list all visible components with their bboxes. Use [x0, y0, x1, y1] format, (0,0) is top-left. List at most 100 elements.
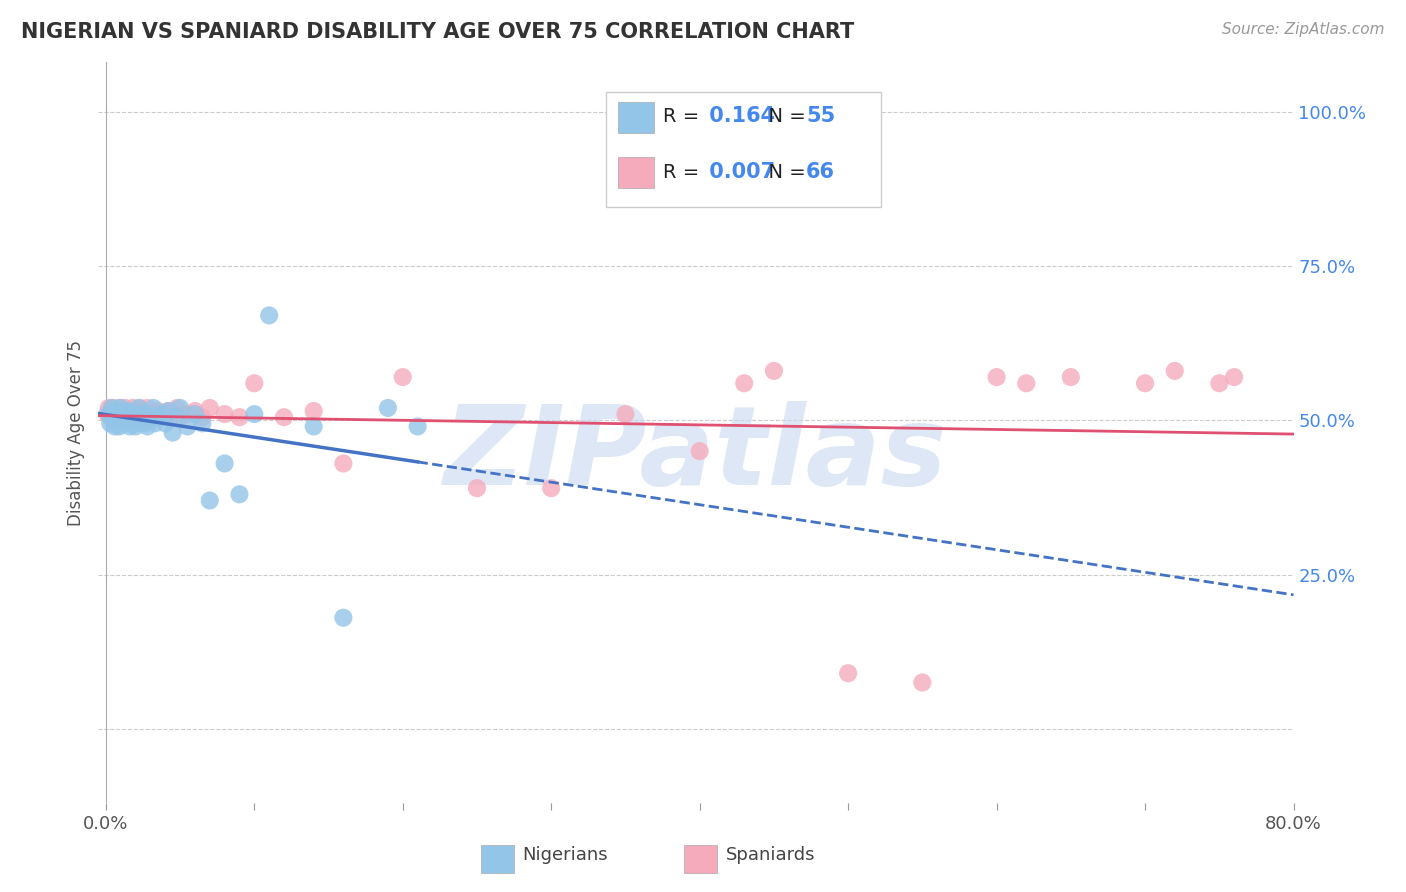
Text: 66: 66 [806, 162, 835, 182]
Point [146, 404, 169, 418]
Point [377, 401, 399, 415]
Point [115, 410, 138, 425]
Point [118, 404, 141, 418]
Point [150, 407, 173, 421]
Point [131, 410, 153, 425]
Point [98, 410, 121, 425]
Point [228, 487, 250, 501]
Point [105, 410, 128, 425]
Point [115, 407, 138, 421]
Point [132, 404, 155, 418]
Bar [481, 845, 515, 873]
Point [198, 493, 221, 508]
Point [1015, 376, 1038, 391]
Point [332, 611, 354, 625]
Point [762, 364, 785, 378]
Point [273, 410, 295, 425]
Text: NIGERIAN VS SPANIARD DISABILITY AGE OVER 75 CORRELATION CHART: NIGERIAN VS SPANIARD DISABILITY AGE OVER… [21, 22, 855, 42]
Text: N =: N = [756, 107, 811, 126]
Point [1208, 376, 1230, 391]
Point [96, 407, 118, 421]
Point [124, 410, 146, 425]
Point [101, 401, 124, 415]
Point [120, 410, 142, 425]
Point [169, 401, 191, 415]
Point [104, 419, 127, 434]
Point [118, 419, 141, 434]
Point [103, 401, 125, 415]
Point [302, 419, 325, 434]
Text: 0.164: 0.164 [702, 106, 775, 127]
Point [128, 401, 150, 415]
Text: Nigerians: Nigerians [523, 846, 609, 863]
Point [733, 376, 755, 391]
Point [120, 413, 142, 427]
Point [142, 401, 165, 415]
Point [112, 413, 135, 427]
Point [391, 370, 413, 384]
Point [136, 419, 159, 434]
Point [142, 410, 165, 425]
Point [117, 407, 139, 421]
Point [169, 410, 191, 425]
Point [214, 457, 236, 471]
Point [114, 401, 136, 415]
Point [166, 401, 188, 415]
Point [125, 410, 148, 425]
Point [143, 417, 166, 431]
Point [97, 401, 120, 415]
Point [540, 481, 562, 495]
Point [110, 410, 132, 425]
Point [184, 404, 207, 418]
Point [131, 410, 153, 425]
Point [176, 419, 198, 434]
Point [465, 481, 488, 495]
Point [198, 401, 221, 415]
Point [108, 419, 131, 434]
Point [332, 457, 354, 471]
Point [112, 407, 135, 421]
Point [128, 407, 150, 421]
Point [101, 404, 124, 418]
Point [176, 407, 198, 421]
Point [98, 417, 121, 431]
Point [107, 410, 129, 425]
Point [243, 407, 266, 421]
Point [124, 407, 146, 421]
Point [134, 417, 156, 431]
Point [228, 410, 250, 425]
Point [107, 413, 129, 427]
Point [162, 407, 184, 421]
Point [114, 417, 136, 431]
Text: N =: N = [756, 162, 811, 181]
Point [125, 404, 148, 418]
Point [191, 417, 214, 431]
Point [257, 309, 280, 323]
Point [155, 410, 177, 425]
Point [837, 666, 859, 681]
Point [191, 410, 214, 425]
Point [1164, 364, 1187, 378]
Point [117, 410, 139, 425]
Point [122, 417, 145, 431]
Point [104, 410, 127, 425]
Point [406, 419, 429, 434]
Point [103, 407, 125, 421]
Point [1060, 370, 1083, 384]
Point [111, 417, 134, 431]
Point [166, 410, 188, 425]
Point [139, 410, 162, 425]
Point [135, 407, 157, 421]
Point [110, 407, 132, 421]
Text: R =: R = [662, 162, 704, 181]
Point [134, 407, 156, 421]
Point [614, 407, 637, 421]
Point [136, 401, 159, 415]
Point [129, 401, 152, 415]
Point [162, 425, 184, 440]
Point [155, 417, 177, 431]
Y-axis label: Disability Age Over 75: Disability Age Over 75 [66, 340, 84, 525]
Point [112, 407, 135, 421]
Point [129, 417, 152, 431]
FancyBboxPatch shape [606, 92, 882, 207]
